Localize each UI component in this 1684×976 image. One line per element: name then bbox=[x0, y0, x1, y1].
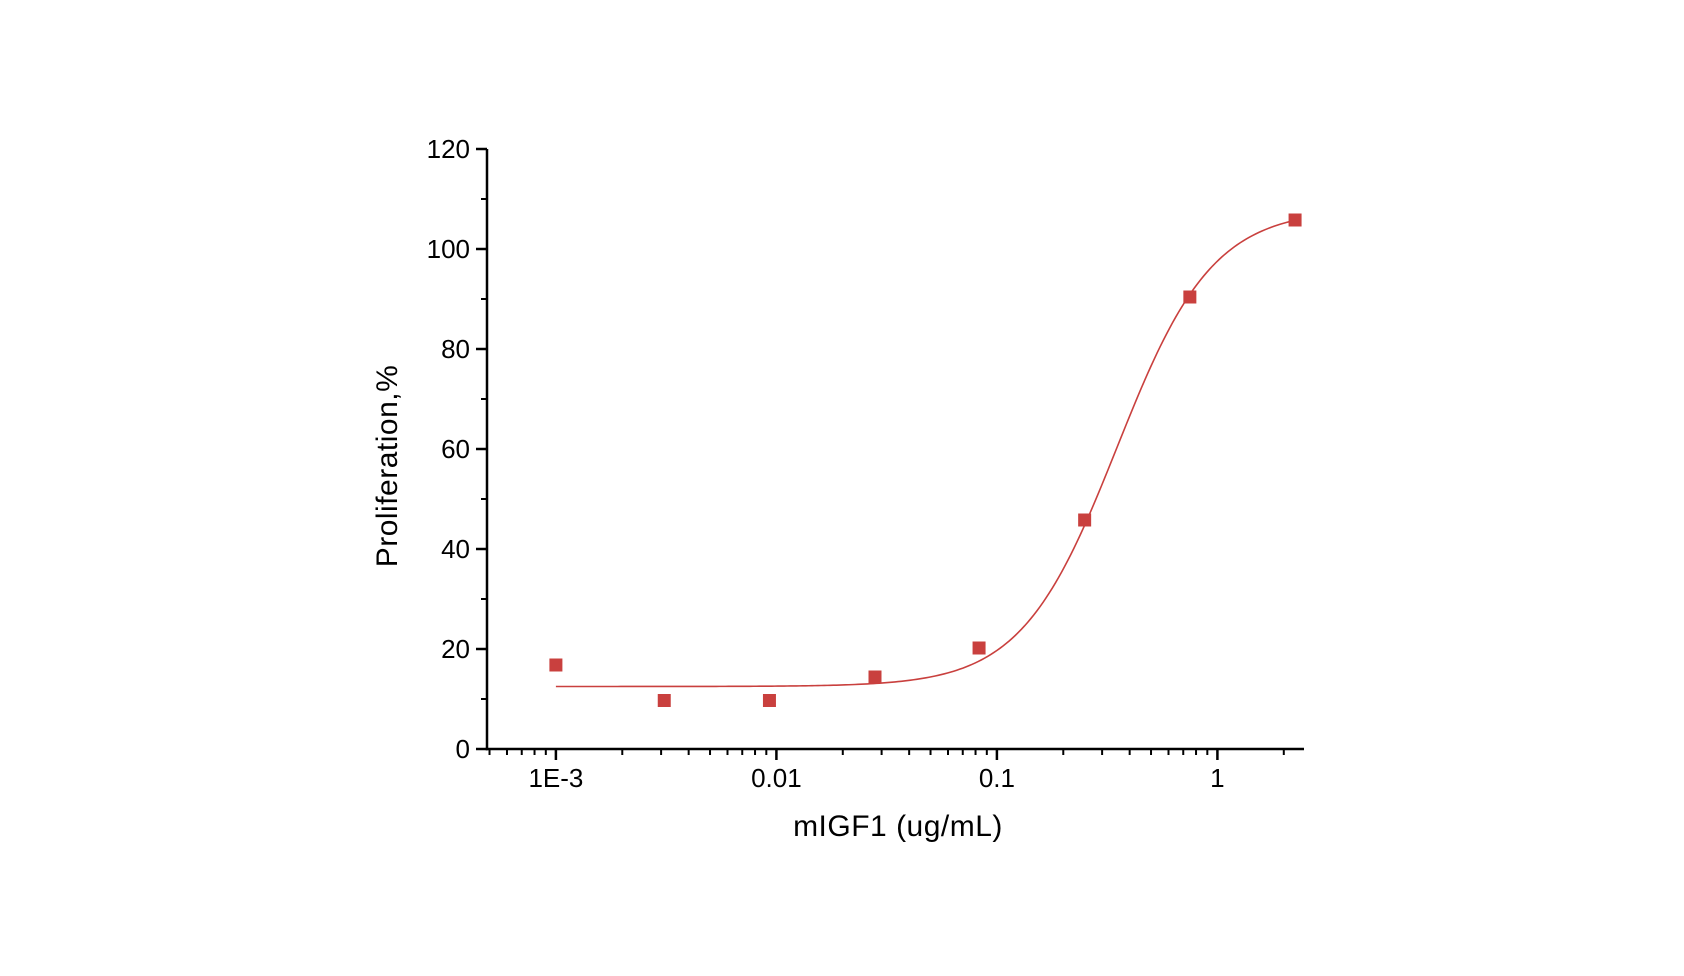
y-tick-label: 80 bbox=[441, 334, 470, 364]
y-axis-title: Proliferation,% bbox=[371, 364, 404, 568]
x-tick-label: 1E-3 bbox=[528, 763, 583, 793]
y-axis-ticks: 0 20 40 60 80 100 120 bbox=[427, 134, 487, 764]
data-point bbox=[762, 694, 776, 707]
data-point bbox=[549, 658, 563, 672]
x-tick-label: 0.01 bbox=[751, 763, 802, 793]
x-axis-title: mIGF1 (ug/mL) bbox=[793, 810, 1003, 843]
y-tick-label: 60 bbox=[441, 434, 470, 464]
y-tick-label: 40 bbox=[441, 534, 470, 564]
data-points bbox=[549, 213, 1302, 707]
data-point bbox=[657, 694, 671, 707]
y-tick-label: 100 bbox=[427, 234, 470, 264]
data-point bbox=[972, 641, 986, 655]
x-tick-label: 0.1 bbox=[979, 763, 1015, 793]
fit-curve bbox=[555, 219, 1297, 688]
axes bbox=[485, 149, 1304, 751]
y-tick-label: 20 bbox=[441, 634, 470, 664]
x-tick-label: 1 bbox=[1210, 763, 1224, 793]
y-tick-label: 0 bbox=[456, 734, 470, 764]
x-axis-ticks: 1E-3 0.01 0.1 1 bbox=[488, 749, 1285, 793]
y-tick-label: 120 bbox=[427, 134, 470, 164]
data-point bbox=[868, 670, 882, 684]
